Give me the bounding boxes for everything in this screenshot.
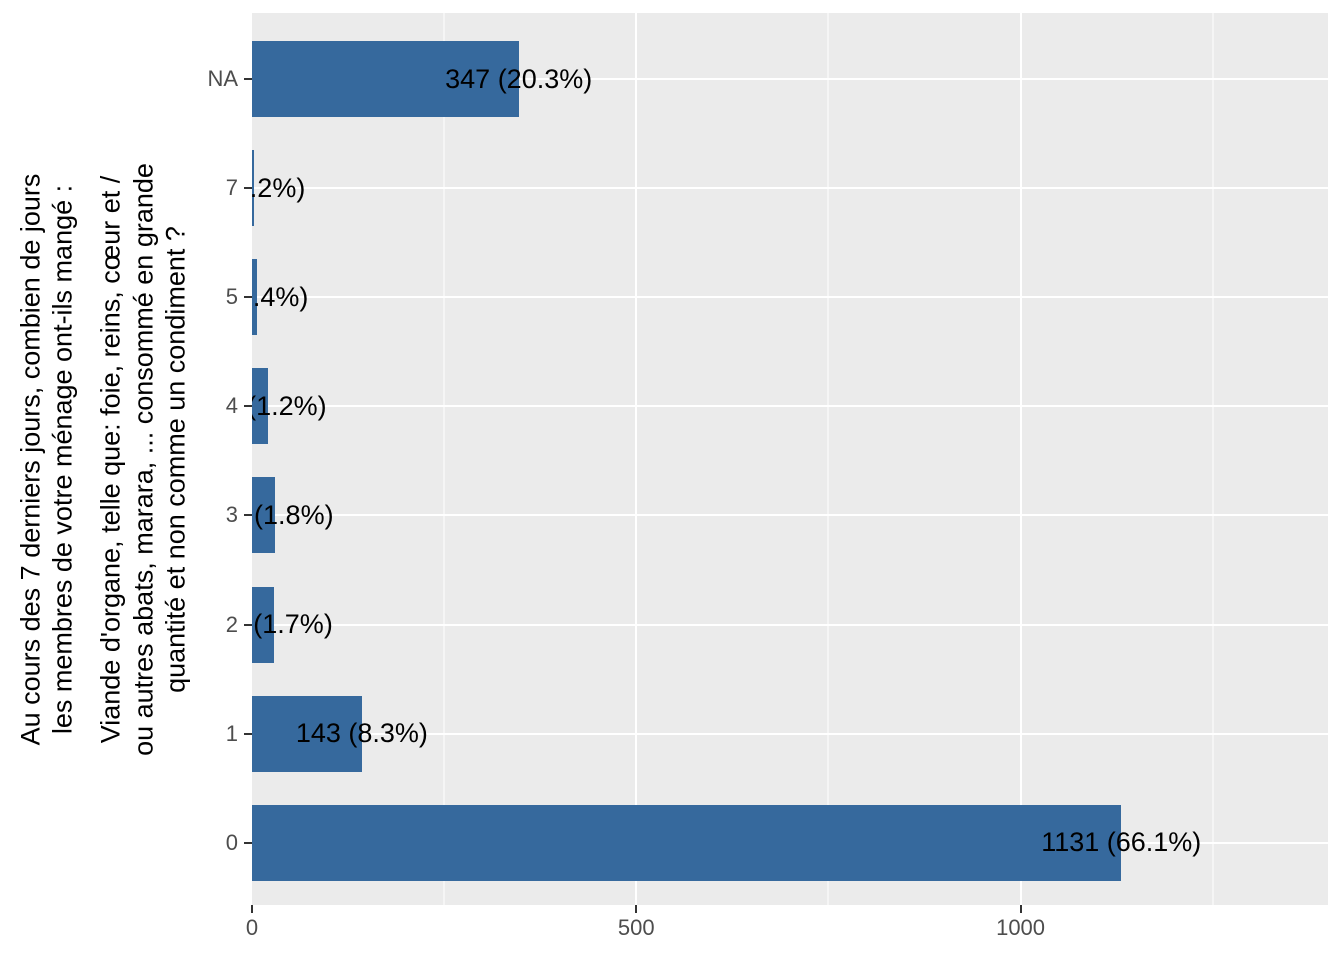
bar-2 — [252, 586, 275, 663]
bar-7 — [252, 150, 255, 227]
y-tick-label-7: 7 — [225, 175, 238, 201]
y-tick-mark-5 — [244, 296, 252, 299]
y-tick-label-4: 4 — [225, 393, 238, 419]
y-tick-label-1: 1 — [225, 720, 238, 746]
bar-row-7: 3 (0.2%) — [252, 150, 1328, 227]
x-tick-label-500: 500 — [617, 915, 655, 940]
gridline-major-y-NA — [252, 78, 1328, 80]
bar-1 — [252, 695, 362, 772]
y-axis: NA 7 5 4 3 2 1 0 — [0, 13, 252, 905]
bar-4 — [252, 368, 269, 445]
y-tick-label-NA: NA — [207, 66, 238, 91]
bar-label-7: 3 (0.2%) — [252, 172, 306, 203]
bar-row-0: 1131 (66.1%) — [252, 804, 1328, 881]
bar-0 — [252, 804, 1122, 881]
bar-5 — [252, 259, 258, 336]
gridline-minor-x-250 — [443, 13, 445, 905]
gridline-major-y-2 — [252, 623, 1328, 626]
bar-label-3: 30 (1.8%) — [252, 499, 334, 530]
x-axis: 0 500 1000 — [246, 905, 1328, 960]
y-tick-mark-7 — [244, 187, 252, 190]
gridline-major-y-7 — [252, 187, 1328, 190]
gridline-major-y-3 — [252, 514, 1328, 517]
gridline-major-x-1000 — [1019, 13, 1022, 905]
x-tick-label-0: 0 — [245, 915, 259, 940]
x-tick-label-1000: 1000 — [996, 915, 1046, 940]
bar-row-1: 143 (8.3%) — [252, 695, 1328, 772]
gridline-minor-x-750 — [827, 13, 829, 905]
bar-NA — [252, 41, 519, 117]
bar-label-0: 1131 (66.1%) — [1041, 827, 1202, 858]
x-tick-mark-0 — [251, 905, 253, 913]
y-tick-label-2: 2 — [225, 611, 238, 637]
y-tick-mark-NA — [244, 78, 252, 80]
y-tick-mark-0 — [244, 841, 252, 844]
y-tick-mark-3 — [244, 514, 252, 517]
y-tick-label-5: 5 — [225, 284, 238, 310]
bar-label-NA: 347 (20.3%) — [445, 63, 593, 94]
bar-row-NA: 347 (20.3%) — [252, 41, 1328, 117]
y-tick-label-3: 3 — [225, 502, 238, 528]
bar-label-2: 29 (1.7%) — [252, 609, 333, 639]
bar-label-5: 7 (0.4%) — [252, 281, 309, 312]
bar-row-3: 30 (1.8%) — [252, 477, 1328, 554]
bar-row-4: 21 (1.2%) — [252, 368, 1328, 445]
y-tick-label-0: 0 — [225, 829, 238, 855]
y-tick-mark-2 — [244, 623, 252, 626]
gridline-major-x-500 — [635, 13, 638, 905]
bar-row-2: 29 (1.7%) — [252, 586, 1328, 663]
y-tick-mark-1 — [244, 732, 252, 735]
bar-3 — [252, 477, 276, 554]
gridline-minor-x-1250 — [1212, 13, 1214, 905]
y-tick-mark-4 — [244, 405, 252, 408]
x-tick-mark-1000 — [1019, 905, 1022, 913]
gridline-major-y-1 — [252, 732, 1328, 735]
bar-label-1: 143 (8.3%) — [295, 718, 428, 749]
gridline-major-y-4 — [252, 405, 1328, 408]
bar-row-5: 7 (0.4%) — [252, 259, 1328, 336]
bar-label-4: 21 (1.2%) — [252, 390, 327, 421]
x-tick-mark-500 — [635, 905, 638, 913]
plot-panel: 347 (20.3%) 3 (0.2%) 7 (0.4%) 21 (1.2%) 30 (… — [252, 13, 1328, 905]
gridline-major-y-5 — [252, 296, 1328, 299]
